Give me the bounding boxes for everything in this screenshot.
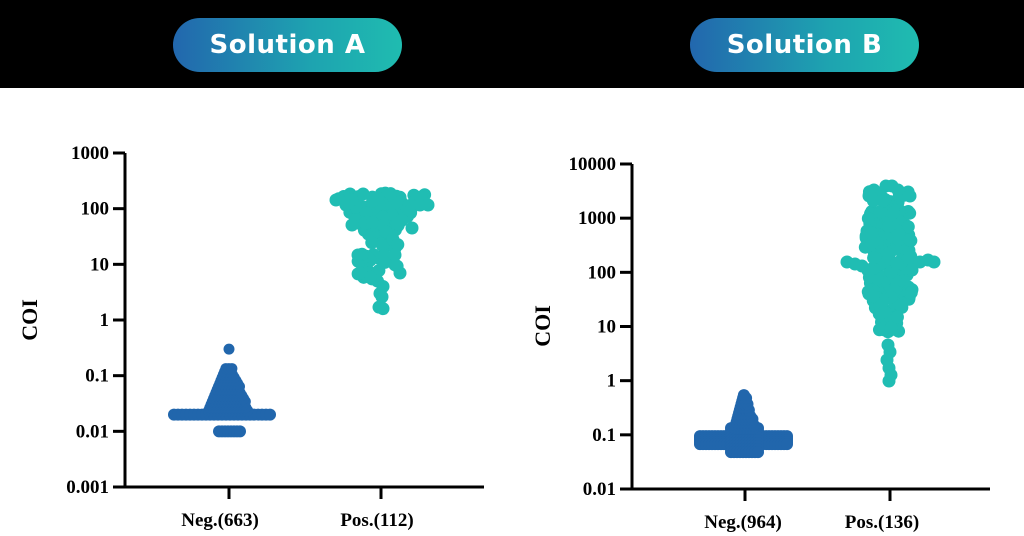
svg-text:1: 1 [607,371,617,392]
svg-text:0.1: 0.1 [85,366,109,387]
data-points-solution-a [168,186,435,438]
svg-text:0.01: 0.01 [583,479,616,500]
svg-text:1000: 1000 [578,208,616,229]
svg-text:10000: 10000 [569,154,617,175]
y-axis-title-a: COI [17,299,42,341]
y-ticks-b: 10000 1000 100 10 1 0.1 0.01 [569,154,632,500]
svg-text:100: 100 [588,262,617,283]
y-axis-title-b: COI [530,305,555,347]
svg-text:100: 100 [81,199,110,220]
chart-solution-b: 10000 1000 100 10 1 0.1 0.01 Neg.(964) Pos.(13… [530,154,990,533]
svg-text:10: 10 [597,317,616,338]
category-neg-a: Neg.(663) [181,510,259,531]
svg-text:0.1: 0.1 [592,425,616,446]
category-pos-a: Pos.(112) [340,510,413,531]
data-points-solution-b [694,179,941,459]
svg-text:0.01: 0.01 [76,421,109,442]
svg-text:1000: 1000 [71,143,109,164]
solution-b-title: Solution B [690,18,919,72]
chart-solution-a: 1000 100 10 1 0.1 0.01 0.001 Neg.(663) Pos.(11… [17,143,484,531]
svg-text:1: 1 [100,310,110,331]
category-neg-b: Neg.(964) [704,512,782,533]
y-ticks-a: 1000 100 10 1 0.1 0.01 0.001 [66,143,125,498]
category-pos-b: Pos.(136) [845,512,919,533]
solution-a-title: Solution A [173,18,402,72]
svg-text:10: 10 [90,254,109,275]
svg-text:0.001: 0.001 [66,477,109,498]
